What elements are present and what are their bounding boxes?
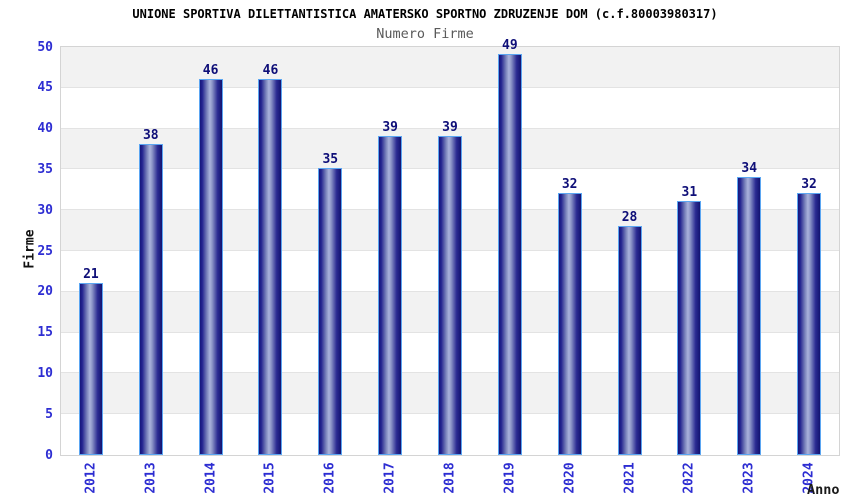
y-tick-label: 5 xyxy=(45,406,53,422)
bar-value-label: 32 xyxy=(561,176,578,192)
x-tick-label: 2017 xyxy=(382,462,398,494)
chart-subtitle: Numero Firme xyxy=(376,26,474,42)
bar-value-label: 39 xyxy=(442,119,458,135)
x-tick-label: 2023 xyxy=(741,462,757,494)
bar xyxy=(258,78,283,455)
bar-value-label: 31 xyxy=(681,185,698,201)
bar xyxy=(677,201,702,455)
bar-value-label: 35 xyxy=(322,152,339,168)
bar-value-label: 46 xyxy=(202,62,219,78)
y-tick-label: 25 xyxy=(37,243,53,259)
x-tick-label: 2018 xyxy=(442,462,458,494)
bar-value-label: 38 xyxy=(142,127,159,143)
x-tick-label: 2013 xyxy=(143,462,159,494)
x-tick-label: 2022 xyxy=(681,462,697,494)
bar xyxy=(497,54,522,455)
bar xyxy=(78,282,103,455)
gridline xyxy=(61,86,839,88)
bar-value-label: 32 xyxy=(801,176,817,192)
x-axis-label: Anno xyxy=(807,482,840,498)
y-tick-label: 45 xyxy=(37,80,53,96)
y-tick-label: 30 xyxy=(37,202,53,218)
bar xyxy=(378,135,403,455)
x-tick-label: 2012 xyxy=(83,462,99,494)
x-tick-label: 2016 xyxy=(322,462,338,494)
bar xyxy=(557,192,582,455)
bar-value-label: 39 xyxy=(382,119,398,135)
y-tick-label: 35 xyxy=(37,161,53,177)
x-tick-label: 2014 xyxy=(203,462,219,494)
bar xyxy=(617,225,642,455)
y-tick-label: 10 xyxy=(37,365,53,381)
bar xyxy=(737,176,762,455)
bar xyxy=(797,192,822,455)
y-tick-label: 15 xyxy=(37,325,53,341)
bar xyxy=(198,78,223,455)
y-tick-label: 20 xyxy=(37,284,53,300)
y-tick-label: 50 xyxy=(37,39,53,55)
y-tick-label: 40 xyxy=(37,121,53,137)
bar xyxy=(138,143,163,455)
bar-value-label: 49 xyxy=(502,38,518,54)
chart-title: UNIONE SPORTIVA DILETTANTISTICA AMATERSK… xyxy=(132,7,718,21)
bar-value-label: 34 xyxy=(741,160,758,176)
plot-area: 21 38 46 46 35 39 39 49 32 28 31 34 32 xyxy=(60,38,840,456)
bar-value-label: 28 xyxy=(621,209,638,225)
plot-band xyxy=(61,47,839,88)
gridline xyxy=(61,127,839,129)
y-tick-label: 0 xyxy=(45,447,53,463)
bar-value-label: 46 xyxy=(262,62,279,78)
x-tick-label: 2015 xyxy=(262,462,278,494)
x-tick-label: 2019 xyxy=(502,462,518,494)
x-tick-label: 2021 xyxy=(622,462,638,494)
x-tick-label: 2020 xyxy=(562,462,578,494)
bar xyxy=(318,168,343,455)
bar-value-label: 21 xyxy=(83,266,99,282)
bar xyxy=(438,135,462,455)
